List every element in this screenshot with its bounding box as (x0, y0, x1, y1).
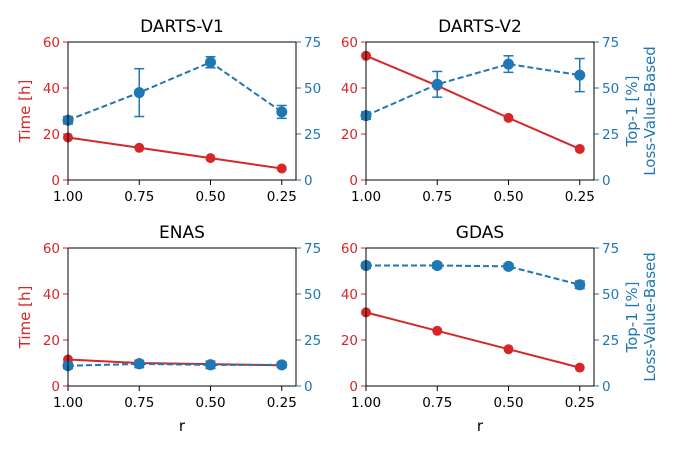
x-axis-label: r (179, 417, 186, 435)
right-tick-label: 50 (304, 81, 321, 97)
right-axis-label-line2: Loss-Value-Based (641, 252, 659, 382)
right-tick-label: 50 (304, 287, 321, 303)
right-tick-label: 75 (602, 35, 619, 51)
subplot-enas: ENAS 1.00 0.75 0.50 0.25 0 20 40 60 0 25 50 75 Time [… (16, 223, 321, 435)
right-tick-label: 75 (304, 241, 321, 257)
accuracy-point (574, 279, 586, 291)
right-tick-label: 75 (304, 35, 321, 51)
time-series-line (67, 358, 282, 367)
x-tick-label: 0.25 (267, 189, 297, 205)
accuracy-point (276, 106, 288, 118)
subplot-title: ENAS (159, 223, 205, 243)
right-tick-label: 75 (602, 241, 619, 257)
left-axis-label: Time [h] (16, 286, 34, 350)
time-point (574, 143, 585, 154)
time-series-line (365, 54, 581, 150)
time-point (574, 362, 585, 373)
x-tick-label: 1.00 (53, 189, 83, 205)
left-tick-label: 60 (43, 35, 60, 51)
right-tick-label: 25 (304, 127, 321, 143)
accuracy-point (431, 78, 443, 90)
x-tick-label: 0.50 (493, 395, 523, 411)
left-tick-label: 40 (43, 287, 60, 303)
x-axis-label: r (477, 417, 484, 435)
left-tick-label: 40 (341, 81, 358, 97)
left-tick-label: 60 (341, 241, 358, 257)
accuracy-point (205, 359, 216, 371)
accuracy-point (574, 69, 586, 81)
x-tick-label: 1.00 (351, 189, 381, 205)
left-tick-label: 0 (51, 173, 60, 189)
left-tick-label: 40 (43, 81, 60, 97)
x-tick-label: 0.50 (195, 395, 225, 411)
subplot-darts-v2: DARTS-V2 1.00 0.75 0.50 0.25 0 20 40 60 0 25 50 75 To… (341, 17, 659, 205)
x-tick-label: 0.25 (565, 395, 595, 411)
time-point (432, 325, 443, 336)
time-point (503, 112, 514, 123)
left-tick-label: 0 (349, 173, 358, 189)
x-tick-label: 1.00 (351, 395, 381, 411)
x-tick-label: 0.50 (493, 189, 523, 205)
time-series-line (365, 311, 581, 369)
right-tick-label: 0 (304, 173, 313, 189)
x-tick-label: 0.50 (195, 189, 225, 205)
x-tick-label: 0.25 (565, 189, 595, 205)
time-point (205, 153, 216, 164)
subplot-darts-v1: DARTS-V1 1.00 0.75 0.50 0.25 0 20 40 60 0 25 50 75 Ti… (16, 17, 321, 205)
x-tick-label: 0.75 (124, 395, 154, 411)
right-axis-label-line1: Top-1 [%] (623, 282, 641, 354)
right-axis-label-line1: Top-1 [%] (623, 76, 641, 148)
right-tick-label: 0 (602, 173, 611, 189)
left-tick-label: 20 (43, 127, 60, 143)
subplot-gdas: GDAS 1.00 0.75 0.50 0.25 0 20 40 60 0 25 50 75 Top-1 … (341, 223, 659, 435)
accuracy-series-line (365, 63, 580, 117)
left-tick-label: 20 (341, 127, 358, 143)
accuracy-series-line (366, 264, 581, 286)
subplot-title: DARTS-V2 (438, 17, 522, 37)
x-tick-label: 0.25 (267, 395, 297, 411)
right-tick-label: 0 (602, 379, 611, 395)
left-tick-label: 60 (341, 35, 358, 51)
accuracy-point (133, 87, 145, 99)
accuracy-series-line (67, 61, 283, 122)
accuracy-point (503, 260, 514, 272)
left-tick-label: 20 (43, 333, 60, 349)
left-tick-label: 60 (43, 241, 60, 257)
right-tick-label: 50 (602, 287, 619, 303)
right-axis-label-line2: Loss-Value-Based (641, 46, 659, 176)
right-tick-label: 0 (304, 379, 313, 395)
left-tick-label: 0 (349, 379, 358, 395)
right-tick-label: 25 (304, 333, 321, 349)
x-tick-label: 0.75 (124, 189, 154, 205)
x-tick-label: 1.00 (53, 395, 83, 411)
subplot-title: DARTS-V1 (140, 17, 224, 37)
time-point (134, 142, 145, 153)
accuracy-point (205, 56, 216, 68)
time-point (503, 344, 514, 355)
left-tick-label: 0 (51, 379, 60, 395)
x-tick-label: 0.75 (422, 395, 452, 411)
time-series-line (67, 136, 282, 170)
right-tick-label: 25 (602, 333, 619, 349)
accuracy-point (276, 359, 288, 371)
left-tick-label: 20 (341, 333, 358, 349)
left-tick-label: 40 (341, 287, 358, 303)
time-point (276, 163, 287, 174)
x-tick-label: 0.75 (422, 189, 452, 205)
left-axis-label: Time [h] (16, 80, 34, 144)
accuracy-point (431, 259, 443, 271)
subplot-title: GDAS (456, 223, 504, 243)
right-tick-label: 50 (602, 81, 619, 97)
accuracy-point (133, 358, 145, 370)
right-tick-label: 25 (602, 127, 619, 143)
accuracy-point (503, 58, 514, 70)
